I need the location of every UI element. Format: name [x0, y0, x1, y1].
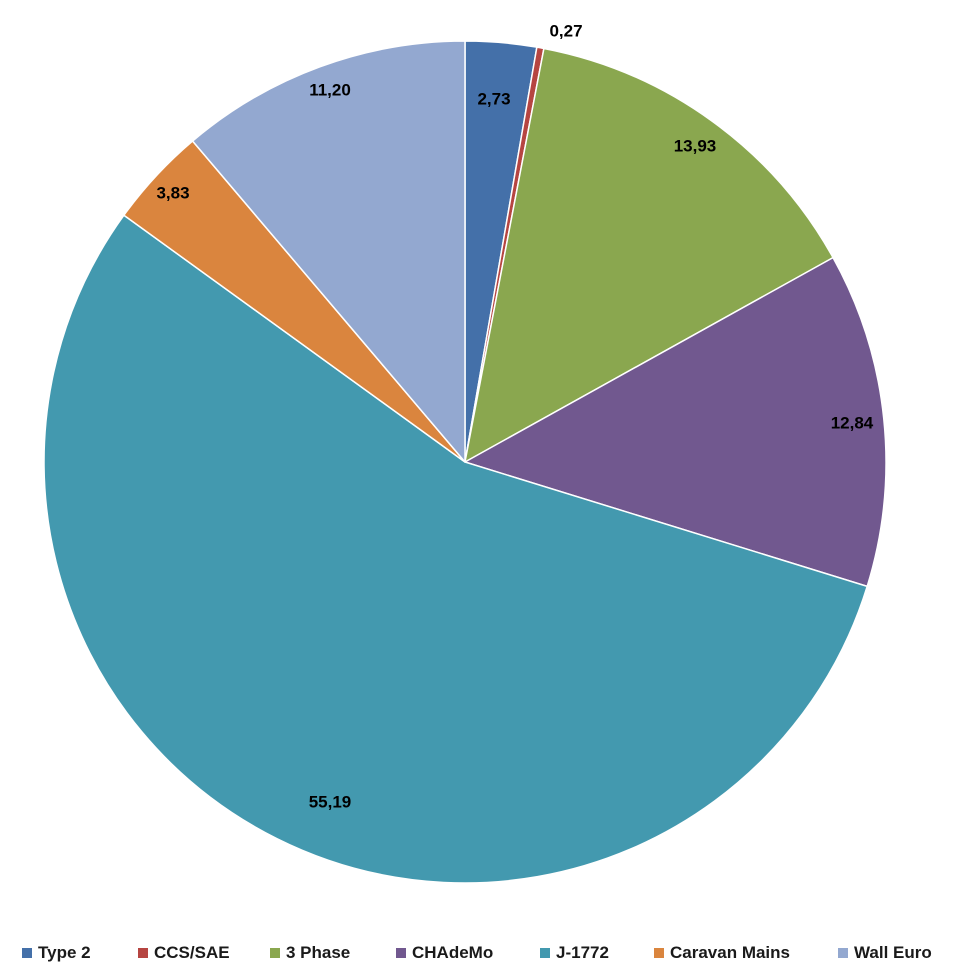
legend-label-j-1772: J-1772	[556, 943, 609, 962]
legend-item-chademo: CHAdeMo	[396, 940, 493, 966]
legend-swatch-wall-euro	[838, 948, 848, 958]
data-label-chademo: 12,84	[831, 413, 874, 432]
legend-label-ccs-sae: CCS/SAE	[154, 943, 230, 962]
data-label-ccs-sae: 0,27	[549, 21, 582, 40]
chart-legend: Type 2 CCS/SAE 3 Phase CHAdeMo J-1772 Caravan…	[0, 940, 954, 966]
legend-label-type-2: Type 2	[38, 943, 91, 962]
data-label-caravan-mains: 3,83	[156, 183, 189, 202]
legend-swatch-chademo	[396, 948, 406, 958]
pie-data-labels: 2,73 0,27 13,93 12,84 55,19 3,83 11,20	[156, 21, 873, 811]
legend-label-caravan-mains: Caravan Mains	[670, 943, 790, 962]
legend-swatch-caravan-mains	[654, 948, 664, 958]
pie-slices	[43, 40, 887, 884]
legend-swatch-ccs-sae	[138, 948, 148, 958]
legend-item-j-1772: J-1772	[540, 940, 609, 966]
legend-item-type-2: Type 2	[22, 940, 91, 966]
pie-slice-j-1772	[43, 214, 868, 884]
legend-swatch-j-1772	[540, 948, 550, 958]
data-label-type-2: 2,73	[477, 89, 510, 108]
pie-slice-chademo	[464, 256, 887, 588]
legend-label-3-phase: 3 Phase	[286, 943, 351, 962]
legend-swatch-3-phase	[270, 948, 280, 958]
legend-item-caravan-mains: Caravan Mains	[654, 940, 790, 966]
data-label-3-phase: 13,93	[674, 136, 717, 155]
legend-item-wall-euro: Wall Euro	[838, 940, 932, 966]
legend-swatch-type-2	[22, 948, 32, 958]
data-label-wall-euro: 11,20	[309, 80, 351, 99]
legend-label-chademo: CHAdeMo	[412, 943, 494, 962]
legend-item-3-phase: 3 Phase	[270, 940, 350, 966]
pie-slice-3-phase	[464, 47, 834, 463]
pie-slice-wall-euro	[191, 40, 466, 463]
legend-item-ccs-sae: CCS/SAE	[138, 940, 230, 966]
data-label-j-1772: 55,19	[309, 792, 352, 811]
legend-label-wall-euro: Wall Euro	[854, 943, 932, 962]
